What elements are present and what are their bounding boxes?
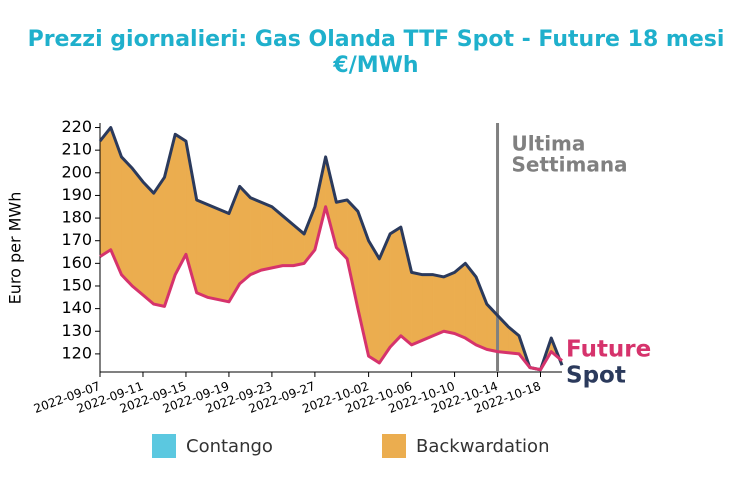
spread-fill xyxy=(422,274,434,341)
spread-fill xyxy=(196,199,208,298)
spread-fill xyxy=(174,133,187,275)
series-line xyxy=(99,205,563,372)
legend-swatch xyxy=(382,434,406,458)
y-tick-label: 170 xyxy=(61,230,92,249)
y-tick-label: 200 xyxy=(61,162,92,181)
y-tick-label: 210 xyxy=(61,140,92,159)
spread-fill xyxy=(153,176,165,307)
spread-fill xyxy=(389,226,402,348)
y-tick-label: 180 xyxy=(61,208,92,227)
y-axis-label: Euro per MWh xyxy=(6,192,25,305)
spread-fill xyxy=(443,272,455,334)
y-tick-label: 160 xyxy=(61,253,92,272)
spread-fill xyxy=(368,239,380,364)
spread-fill xyxy=(121,156,133,287)
y-tick-label: 140 xyxy=(61,298,92,317)
chart-title: Prezzi giornalieri: Gas Olanda TTF Spot … xyxy=(28,27,725,52)
legend-label: Contango xyxy=(186,436,273,457)
week-annotation: Settimana xyxy=(512,153,628,177)
spread-fill xyxy=(346,199,359,309)
spread-fill xyxy=(239,185,251,285)
y-tick-label: 120 xyxy=(61,343,92,362)
spread-fill xyxy=(454,262,466,339)
series-label: Spot xyxy=(566,363,626,389)
series-line xyxy=(98,126,564,372)
week-annotation: Ultima xyxy=(512,132,586,156)
y-tick-label: 150 xyxy=(61,275,92,294)
spread-fill xyxy=(250,197,262,276)
spread-fill xyxy=(207,204,219,300)
spread-fill xyxy=(411,272,423,346)
y-tick-label: 130 xyxy=(61,321,92,340)
spread-fill xyxy=(217,208,230,303)
legend-swatch xyxy=(152,434,176,458)
spread-fill xyxy=(432,274,445,337)
y-tick-label: 190 xyxy=(61,185,92,204)
legend-label: Backwardation xyxy=(416,436,549,457)
spread-fill xyxy=(99,126,111,258)
spread-fill xyxy=(131,167,144,296)
spread-fill xyxy=(325,156,337,248)
chart-subtitle: €/MWh xyxy=(332,53,418,78)
spread-fill xyxy=(260,201,273,271)
spread-fill xyxy=(142,181,154,305)
y-tick-label: 220 xyxy=(61,117,92,136)
series-label: Future xyxy=(566,337,651,363)
